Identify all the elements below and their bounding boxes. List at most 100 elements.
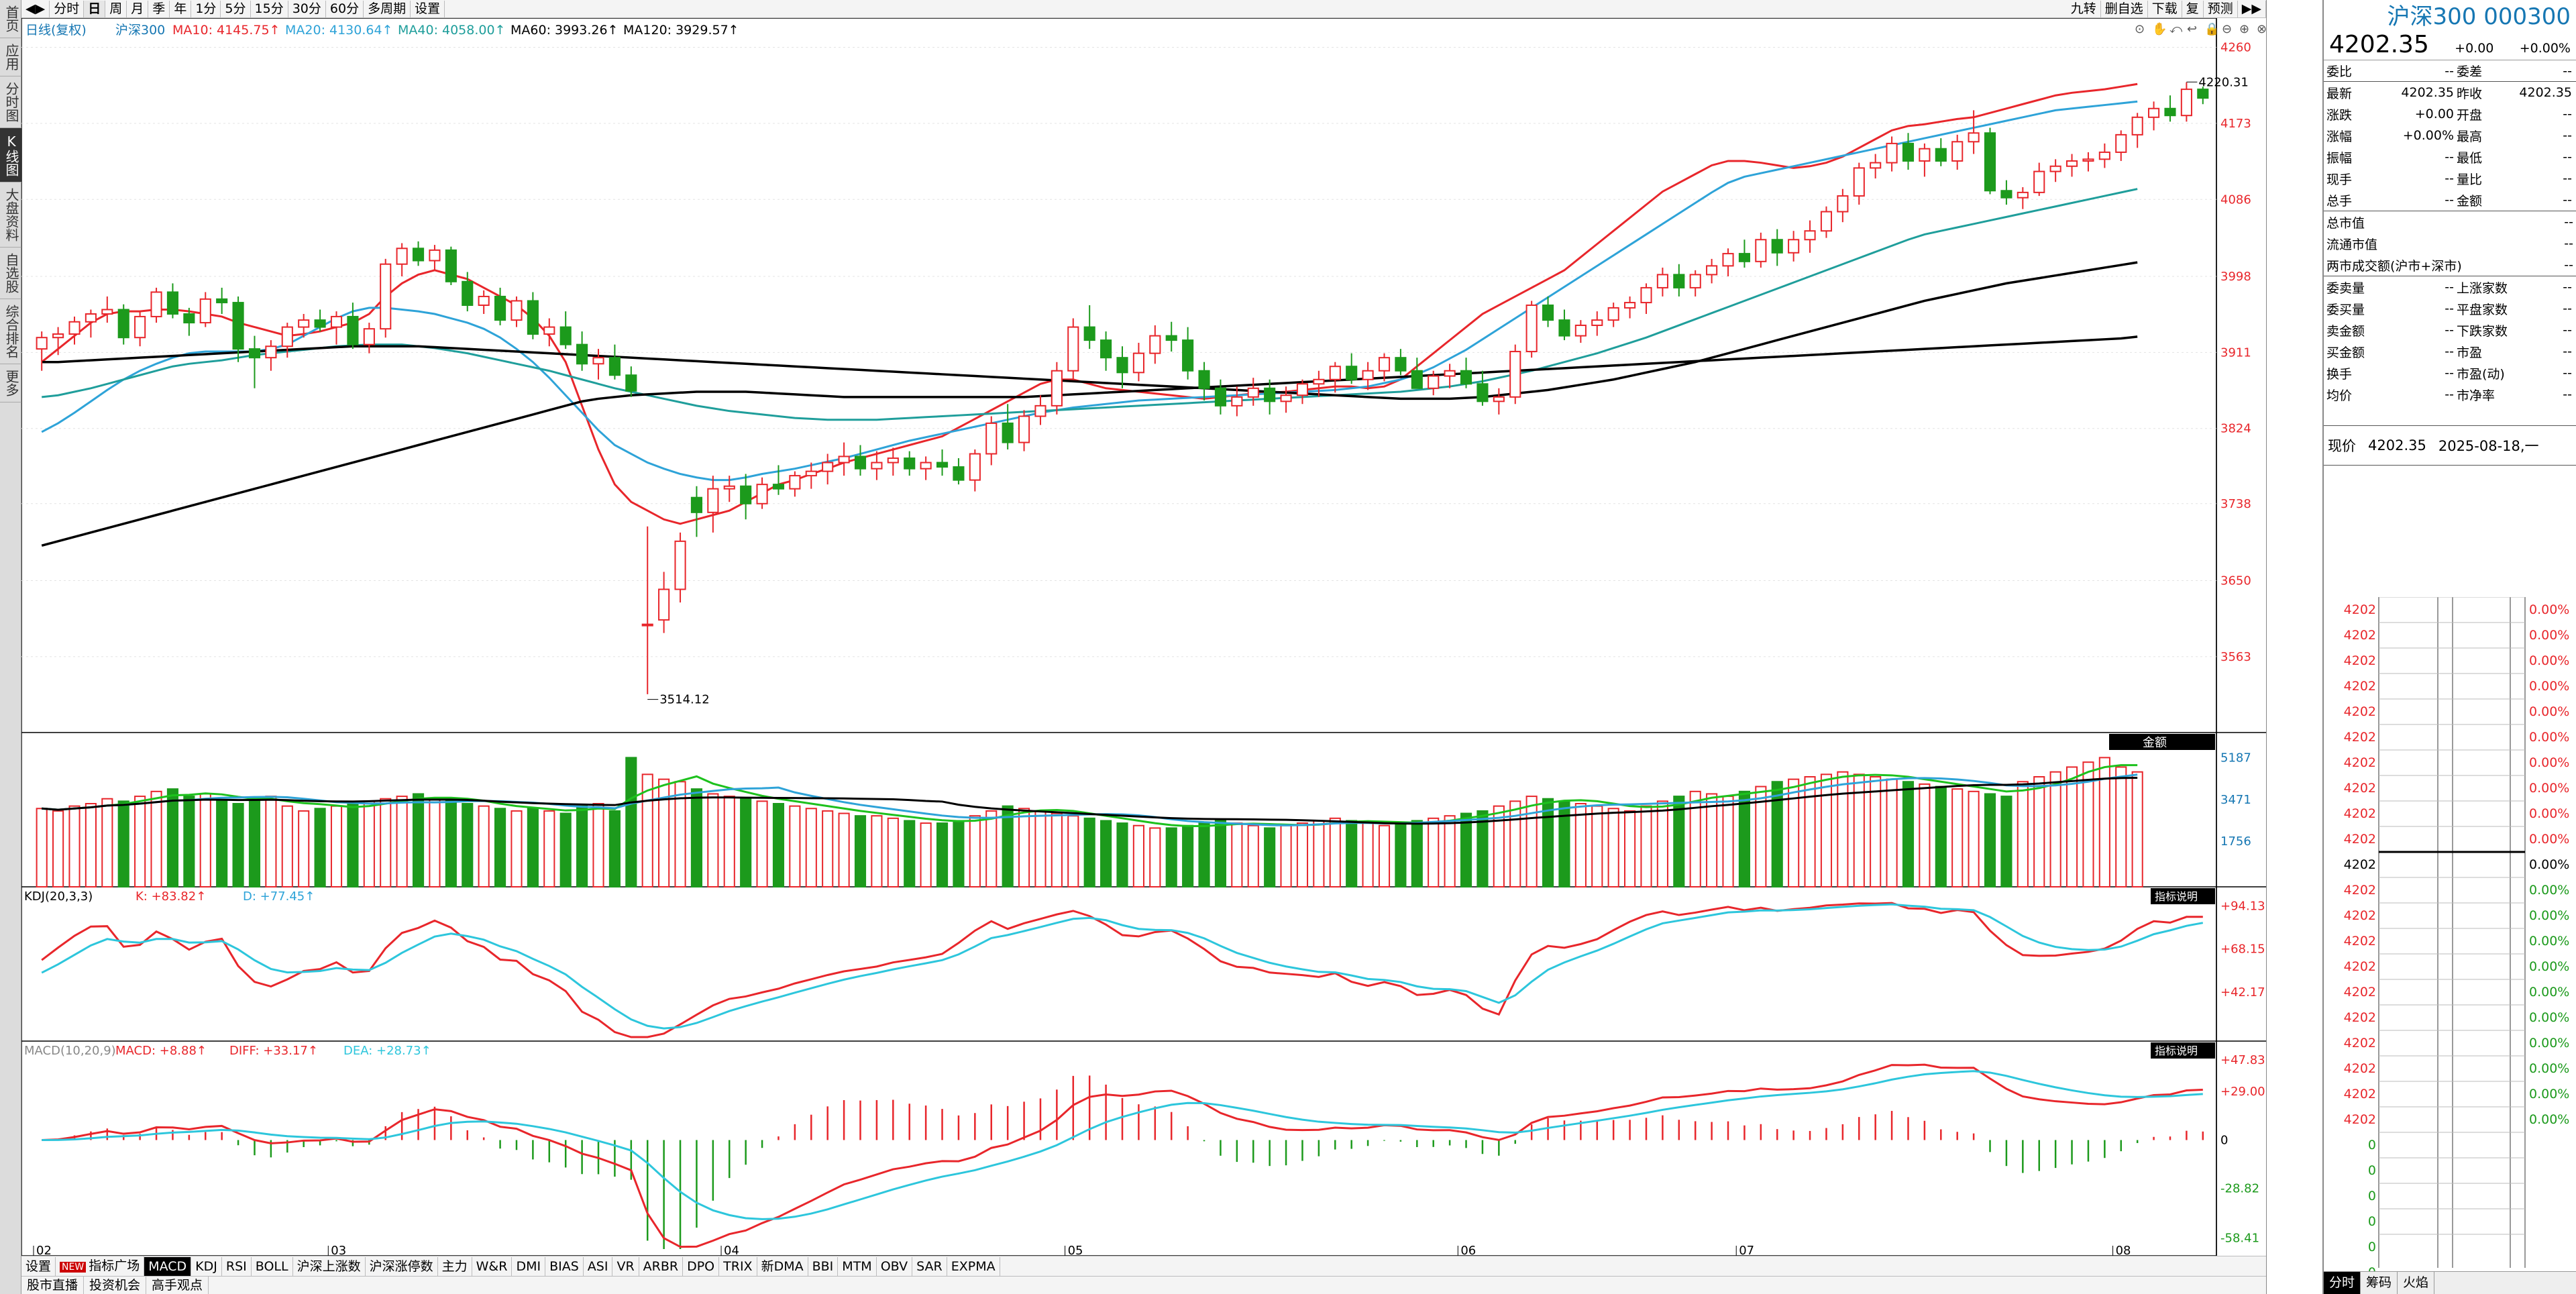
candle-body: [1902, 142, 1915, 162]
rail-item-4[interactable]: 大盘资料: [0, 182, 21, 248]
market-value: --: [2564, 258, 2573, 272]
volume-bar: [2000, 796, 2012, 888]
grid-price: 4202: [2343, 602, 2376, 617]
order-grid-row: 4202 0.00%: [2324, 597, 2576, 623]
period-tab-3[interactable]: 月: [127, 0, 149, 17]
indicator-tab-10[interactable]: DMI: [512, 1256, 546, 1276]
kdj-tick-0: +94.13: [2220, 900, 2265, 914]
indicator-tab-5[interactable]: BOLL: [252, 1256, 293, 1276]
toolbar-right-1[interactable]: 删自选: [2101, 0, 2148, 17]
volume-bar: [1116, 822, 1128, 888]
volume-bar: [559, 812, 572, 887]
quote-l1: 委比: [2326, 64, 2353, 79]
grid-pct: 0.00%: [2529, 857, 2570, 872]
volume-bar: [920, 822, 932, 888]
bottom-link-1[interactable]: 投资机会: [84, 1276, 147, 1294]
candle-body: [805, 470, 817, 477]
panel-tab-0[interactable]: 分时: [2324, 1272, 2361, 1294]
period-tab-10[interactable]: 60分: [326, 0, 364, 17]
kline-chart[interactable]: 日线(复权) 沪深300 MA10: 4145.75↑ MA20: 4130.64↑ M…: [21, 18, 2266, 1256]
indicator-tab-12[interactable]: ASI: [584, 1256, 613, 1276]
grid-pct: 0.00%: [2529, 806, 2570, 821]
toolbar-icon-1: ✋: [2152, 21, 2167, 36]
period-tab-0[interactable]: 分时: [50, 0, 85, 17]
volume-bar: [641, 773, 653, 888]
indicator-tab-20[interactable]: OBV: [877, 1256, 913, 1276]
indicator-tab-7[interactable]: 沪深涨停数: [366, 1256, 438, 1276]
indicator-tab-21[interactable]: SAR: [912, 1256, 947, 1276]
indicator-tab-6[interactable]: 沪深上涨数: [293, 1256, 366, 1276]
market-value-row: 总市值 --: [2324, 211, 2576, 233]
period-tab-12[interactable]: 设置: [411, 0, 445, 17]
indicator-tab-9[interactable]: W&R: [472, 1256, 513, 1276]
indicator-tab-11[interactable]: BIAS: [545, 1256, 584, 1276]
candle-body: [1198, 370, 1210, 389]
indicator-tab-3[interactable]: KDJ: [191, 1256, 222, 1276]
candle-body: [953, 466, 965, 481]
period-tab-9[interactable]: 30分: [288, 0, 326, 17]
volume-bar: [298, 810, 310, 887]
period-tab-8[interactable]: 15分: [251, 0, 288, 17]
order-grid-row: 4202 0.00%: [2324, 1107, 2576, 1132]
rail-item-5[interactable]: 自选股: [0, 248, 21, 299]
period-tab-1[interactable]: 日: [84, 0, 106, 17]
indicator-tab-19[interactable]: MTM: [838, 1256, 877, 1276]
panel-tab-1[interactable]: 筹码: [2361, 1272, 2398, 1294]
indicator-tab-2[interactable]: MACD: [144, 1256, 192, 1276]
nav-forward-icon[interactable]: ▶▶: [2238, 0, 2266, 17]
volume-bar: [2082, 761, 2094, 887]
period-tab-6[interactable]: 1分: [191, 0, 221, 17]
candle-body: [314, 319, 326, 328]
rail-item-3[interactable]: K线图: [0, 128, 21, 182]
quote-l1: 现手: [2326, 172, 2353, 187]
grid-price: 4202: [2343, 832, 2376, 847]
toolbar-right-3[interactable]: 复: [2182, 0, 2204, 17]
rail-item-0[interactable]: 首页: [0, 0, 21, 38]
candle-body: [822, 462, 834, 472]
quote-v1: --: [2445, 323, 2454, 337]
volume-bar: [690, 788, 703, 887]
bottom-link-0[interactable]: 股市直播: [21, 1276, 85, 1294]
rail-item-1[interactable]: 应用: [0, 38, 21, 76]
indicator-tab-1[interactable]: NEW 指标广场: [56, 1256, 145, 1277]
period-tab-7[interactable]: 5分: [221, 0, 251, 17]
candle-body: [199, 298, 211, 324]
volume-bar: [707, 793, 719, 888]
candle-body: [1591, 319, 1603, 326]
rail-item-7[interactable]: 更多: [0, 364, 21, 402]
candle-body: [1788, 239, 1800, 254]
candle-body: [281, 326, 293, 347]
period-tab-11[interactable]: 多周期: [364, 0, 411, 17]
indicator-tab-15[interactable]: DPO: [683, 1256, 720, 1276]
toolbar-right-2[interactable]: 下载: [2148, 0, 2182, 17]
period-tab-5[interactable]: 年: [170, 0, 192, 17]
indicator-tab-16[interactable]: TRIX: [719, 1256, 757, 1276]
period-tab-4[interactable]: 季: [148, 0, 170, 17]
indicator-tab-13[interactable]: VR: [612, 1256, 639, 1276]
volume-bar: [511, 810, 523, 887]
y-tick-2: 4086: [2220, 193, 2251, 207]
toolbar-right-4[interactable]: 预测: [2204, 0, 2238, 17]
order-grid-row: 4202 0.00%: [2324, 826, 2576, 852]
period-tab-2[interactable]: 周: [105, 0, 127, 17]
order-grid-row: 4202 0.00%: [2324, 750, 2576, 775]
indicator-tab-17[interactable]: 新DMA: [757, 1256, 808, 1276]
indicator-tab-18[interactable]: BBI: [808, 1256, 839, 1276]
candle-body: [1346, 366, 1358, 380]
bottom-link-2[interactable]: 高手观点: [146, 1276, 209, 1294]
rail-item-6[interactable]: 综合排名: [0, 299, 21, 364]
candle-body: [1100, 339, 1112, 359]
indicator-tab-22[interactable]: EXPMA: [947, 1256, 1000, 1276]
rail-item-2[interactable]: 分时图: [0, 76, 21, 128]
indicator-tab-4[interactable]: RSI: [222, 1256, 252, 1276]
indicator-tab-14[interactable]: ARBR: [639, 1256, 684, 1276]
panel-tab-2[interactable]: 火焰: [2398, 1272, 2435, 1294]
nav-back-icon[interactable]: ◀▶: [21, 0, 50, 17]
volume-bar: [854, 815, 867, 887]
toolbar-right-0[interactable]: 九转: [2067, 0, 2101, 17]
indicator-tab-label: RSI: [225, 1258, 247, 1274]
grid-price: 0: [2367, 1240, 2376, 1254]
indicator-tab-8[interactable]: 主力: [438, 1256, 472, 1276]
candle-body: [1640, 286, 1652, 304]
indicator-tab-0[interactable]: 设置: [21, 1256, 56, 1276]
